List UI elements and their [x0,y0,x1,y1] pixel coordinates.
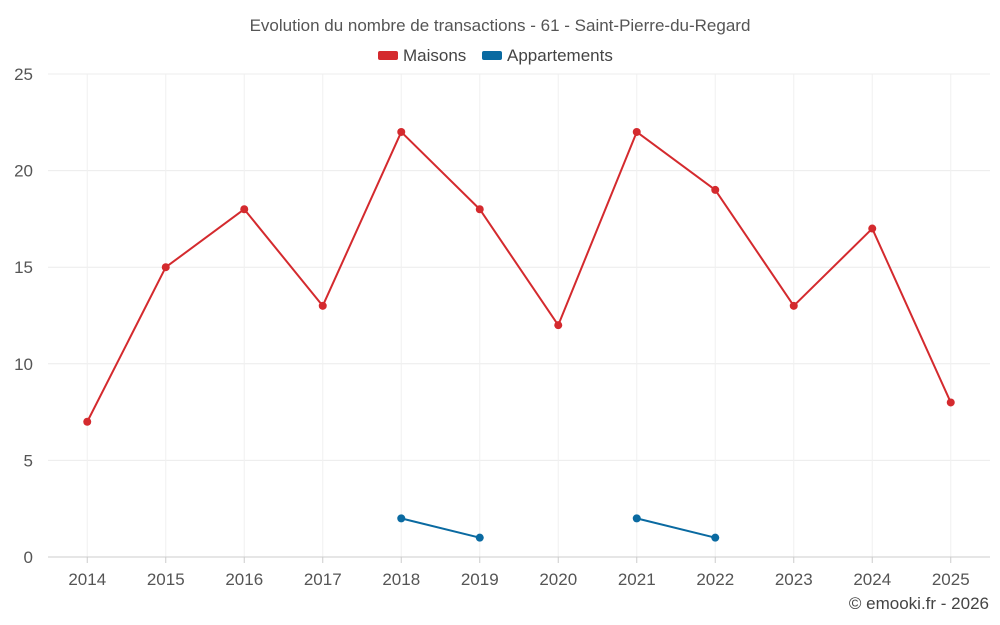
legend-swatch-maisons [378,51,398,60]
point-maisons-2025[interactable] [946,398,955,407]
x-tick-label: 2017 [304,570,342,589]
y-tick-label: 20 [14,162,33,181]
credit: © emooki.fr - 2026 [849,594,989,613]
x-tick-label: 2016 [225,570,263,589]
x-tick-label: 2024 [853,570,891,589]
point-maisons-2024[interactable] [868,224,877,233]
legend-item-maisons[interactable]: Maisons [378,46,466,65]
point-maisons-2020[interactable] [554,321,563,330]
point-appartements-2018[interactable] [397,514,406,523]
point-maisons-2022[interactable] [711,185,720,194]
point-maisons-2016[interactable] [240,205,249,214]
x-tick-label: 2019 [461,570,499,589]
point-maisons-2018[interactable] [397,127,406,136]
data-points [83,127,955,542]
point-maisons-2014[interactable] [83,417,92,426]
x-tick-label: 2020 [539,570,577,589]
chart-title: Evolution du nombre de transactions - 61… [250,16,751,35]
x-tick-label: 2022 [696,570,734,589]
point-maisons-2017[interactable] [318,301,327,310]
gridlines [48,73,990,557]
y-tick-label: 25 [14,65,33,84]
y-tick-label: 15 [14,258,33,277]
y-tick-label: 10 [14,355,33,374]
legend-item-appartements[interactable]: Appartements [482,46,613,65]
legend-label-appartements: Appartements [507,46,613,65]
y-axis: 0 5 10 15 20 25 [14,65,33,567]
x-tick-label: 2025 [932,570,970,589]
series-line-appartements [636,517,716,539]
x-tick-label: 2021 [618,570,656,589]
x-tick-label: 2023 [775,570,813,589]
x-tick-label: 2018 [382,570,420,589]
legend-swatch-appartements [482,51,502,60]
x-tick-label: 2014 [68,570,106,589]
point-appartements-2019[interactable] [475,533,484,542]
legend-label-maisons: Maisons [403,46,466,65]
series-lines [86,130,952,539]
y-tick-label: 5 [24,451,33,470]
point-maisons-2015[interactable] [161,263,170,272]
point-appartements-2021[interactable] [632,514,641,523]
point-maisons-2019[interactable] [475,205,484,214]
point-appartements-2022[interactable] [711,533,720,542]
series-line-maisons [86,130,952,423]
x-axis: 2014 2015 2016 2017 2018 2019 2020 2021 2022 2023… [48,556,990,589]
x-tick-label: 2015 [147,570,185,589]
y-tick-label: 0 [24,548,33,567]
legend[interactable]: Maisons Appartements [378,46,613,65]
point-maisons-2023[interactable] [789,301,798,310]
series-line-appartements [401,517,480,539]
point-maisons-2021[interactable] [632,127,641,136]
